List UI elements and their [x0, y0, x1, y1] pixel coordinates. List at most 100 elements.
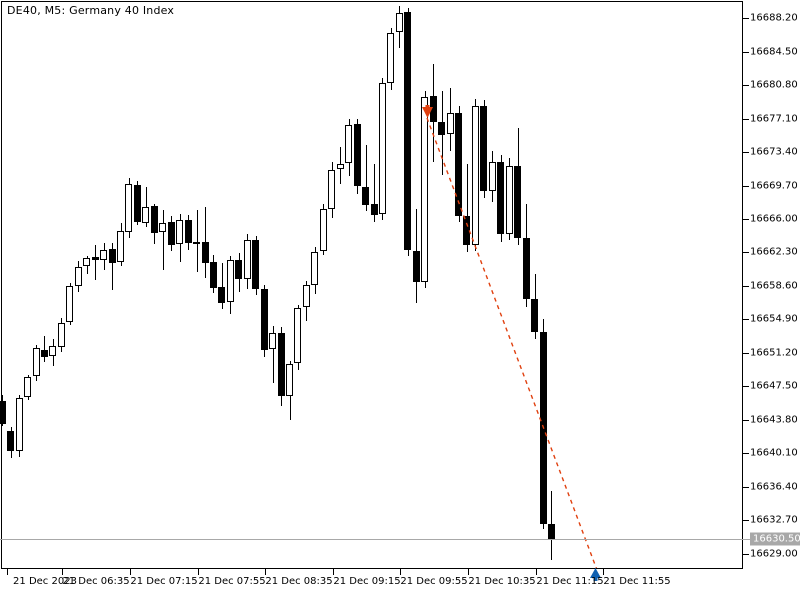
sell-signal-arrow[interactable] — [420, 105, 435, 120]
price-axis-label: 16643.80 — [750, 414, 798, 426]
price-axis-label: 16680.80 — [750, 79, 798, 91]
price-axis-label: 16654.90 — [750, 313, 798, 325]
candle-wick — [374, 163, 375, 222]
candle-body-bearish — [514, 165, 521, 238]
price-axis-label: 16688.20 — [750, 12, 798, 24]
candle-wick — [112, 243, 113, 291]
time-axis-label: 21 Dec 11:55 — [603, 576, 671, 587]
candle-body-bearish — [531, 299, 538, 332]
candle-body-bullish — [303, 284, 310, 308]
candle-body-bearish — [252, 239, 259, 290]
candle-body-bullish — [506, 165, 513, 235]
candle-body-bullish — [83, 257, 90, 266]
candle-body-bullish — [472, 105, 479, 246]
time-axis-tick — [333, 569, 334, 575]
candle-body-bullish — [320, 208, 327, 252]
candle-body-bullish — [311, 252, 318, 285]
candle-body-bearish — [548, 523, 555, 539]
price-axis-tick — [743, 18, 749, 20]
candle-wick — [366, 144, 367, 211]
price-axis-label: 16673.40 — [750, 146, 798, 158]
candle-wick — [222, 263, 223, 310]
candle-body-bullish — [159, 222, 166, 233]
chart-title: DE40, M5: Germany 40 Index — [7, 4, 175, 17]
buy-signal-arrow[interactable] — [588, 567, 603, 582]
candle-body-bearish — [92, 256, 99, 261]
time-axis-tick — [536, 569, 537, 575]
plot-area-frame — [1, 1, 743, 569]
candle-body-bullish — [33, 348, 40, 377]
time-axis-tick — [62, 569, 63, 575]
price-axis-label: 16647.50 — [750, 380, 798, 392]
price-axis-label: 16666.00 — [750, 213, 798, 225]
candle-body-bearish — [371, 204, 378, 216]
candle-body-bullish — [227, 259, 234, 303]
candle-body-bearish — [202, 241, 209, 264]
current-price-badge: 16630.50 — [750, 532, 800, 546]
trend-line[interactable] — [0, 0, 742, 568]
price-axis-tick — [743, 486, 749, 488]
candle-body-bullish — [117, 230, 124, 263]
candle-body-bullish — [125, 183, 132, 232]
price-axis-tick — [743, 520, 749, 522]
candle-wick — [467, 163, 468, 253]
candle-wick — [273, 326, 274, 384]
price-axis-tick — [743, 419, 749, 421]
candle-body-bullish — [16, 397, 23, 452]
candle-body-bullish — [142, 207, 149, 223]
candle-body-bearish — [185, 219, 192, 244]
candle-body-bearish — [7, 431, 14, 452]
candle-body-bullish — [489, 161, 496, 191]
candle-body-bearish — [0, 400, 6, 425]
time-axis-label: 21 Dec 08:35 — [265, 576, 333, 587]
time-axis-tick — [7, 569, 8, 575]
candle-body-bearish — [235, 259, 242, 280]
candle-body-bullish — [421, 96, 428, 283]
candle-body-bullish — [269, 332, 276, 350]
price-axis-tick — [743, 252, 749, 254]
candle-body-bullish — [447, 113, 454, 134]
candle-body-bullish — [66, 285, 73, 322]
price-axis-label: 16684.50 — [750, 46, 798, 58]
price-axis-tick — [743, 386, 749, 388]
price-axis[interactable]: 16688.20 16684.50 16680.80 16677.10 16673.40… — [743, 1, 799, 569]
candle-body-bearish — [151, 206, 158, 234]
candle-body-bearish — [41, 350, 48, 358]
price-axis-label: 16640.10 — [750, 447, 798, 459]
candle-wick — [197, 209, 198, 273]
candle-body-bearish — [413, 250, 420, 283]
candle-body-bullish — [24, 377, 31, 398]
price-axis-label: 16658.60 — [750, 280, 798, 292]
price-axis-label: 16662.30 — [750, 246, 798, 258]
candle-body-bearish — [134, 185, 141, 222]
candle-body-bearish — [438, 122, 445, 135]
price-axis-tick — [743, 85, 749, 87]
price-axis-label: 16651.20 — [750, 347, 798, 359]
candle-wick — [163, 209, 164, 270]
price-axis-tick — [743, 51, 749, 53]
candle-body-bearish — [455, 113, 462, 217]
price-axis-tick — [743, 118, 749, 120]
overlay-objects — [0, 0, 742, 568]
candle-body-bullish — [294, 307, 301, 363]
price-axis-label: 16669.70 — [750, 180, 798, 192]
price-axis-label: 16636.40 — [750, 481, 798, 493]
price-axis-label: 16629.00 — [750, 548, 798, 560]
price-axis-tick — [743, 152, 749, 154]
price-axis-tick — [743, 285, 749, 287]
time-axis-label: 21 Dec 2023 — [13, 576, 77, 587]
candle-body-bullish — [337, 163, 344, 170]
price-axis-label: 16632.70 — [750, 514, 798, 526]
candle-body-bearish — [210, 262, 217, 288]
price-axis-tick — [743, 218, 749, 220]
time-axis[interactable]: 21 Dec 2023 21 Dec 06:35 21 Dec 07:15 21 De… — [1, 569, 743, 599]
candle-body-bullish — [244, 239, 251, 279]
candle-wick — [95, 245, 96, 281]
candle-body-bullish — [75, 266, 82, 286]
candle-body-bullish — [58, 322, 65, 348]
candle-body-bullish — [176, 219, 183, 245]
current-price-line — [0, 539, 800, 540]
time-axis-label: 21 Dec 07:15 — [130, 576, 198, 587]
candle-body-bullish — [345, 124, 352, 163]
